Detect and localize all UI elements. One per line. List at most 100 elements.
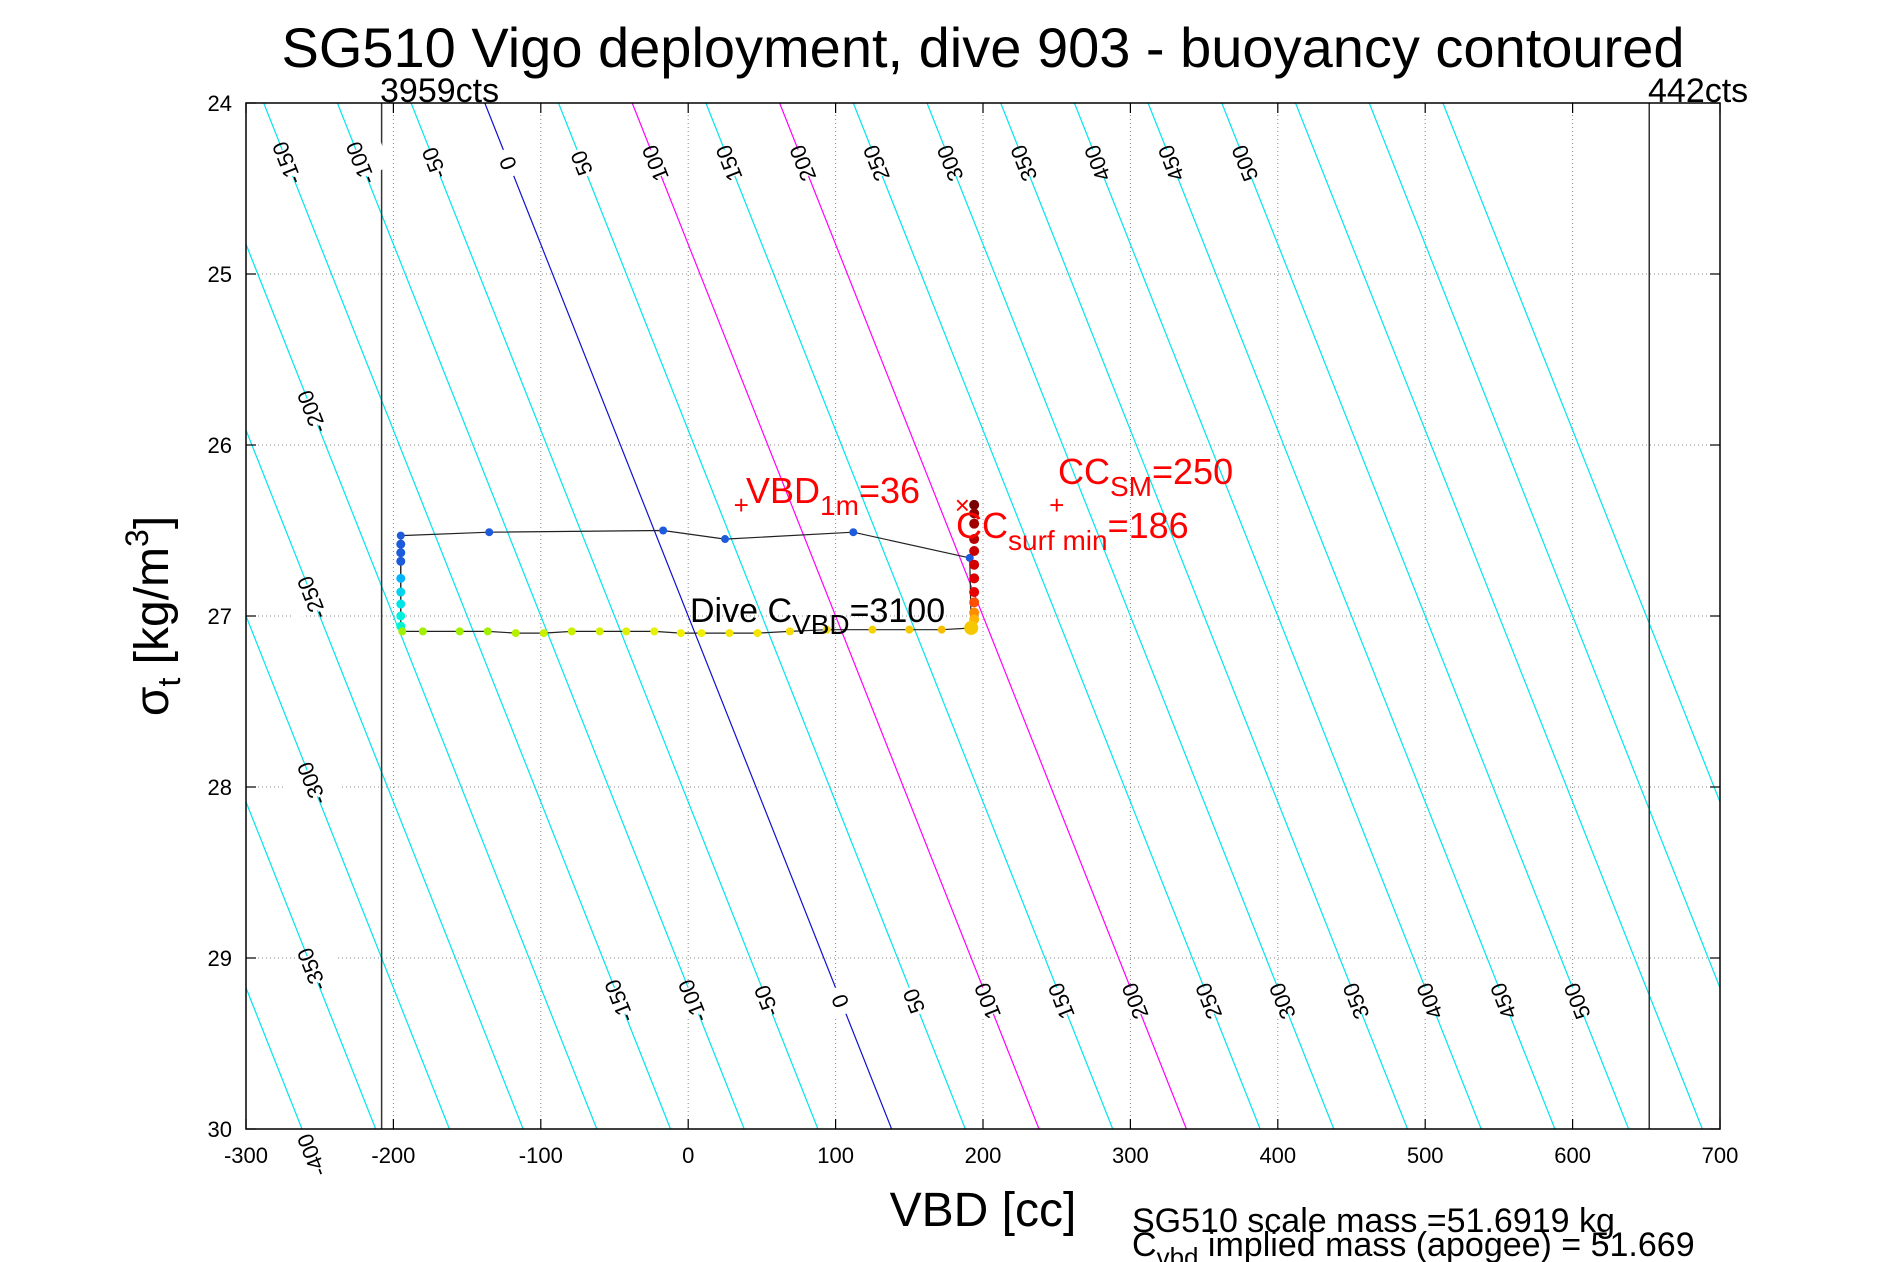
descent-point <box>849 528 858 537</box>
contour-label-bg <box>811 978 871 1024</box>
contour-label-bg <box>1179 978 1239 1024</box>
y-tick-label: 29 <box>208 946 232 971</box>
contour-line <box>1073 103 1482 1129</box>
contour-label-bg <box>1253 978 1313 1024</box>
contour-line <box>1294 103 1703 1129</box>
climb-point <box>483 627 492 636</box>
x-tick-label: -200 <box>371 1143 415 1168</box>
contour-label-bg <box>1327 978 1386 1024</box>
contour-line <box>1442 103 1720 804</box>
contour-label-bg <box>283 574 342 621</box>
contour-label-bg <box>479 140 538 186</box>
marker-symbol: + <box>1049 490 1064 520</box>
descent-point <box>485 528 494 537</box>
dive-c-vbd-annotation: Dive CVBD=3100 <box>690 592 945 640</box>
contour-label-bg <box>283 388 342 435</box>
vbd-limit-lines <box>380 103 1650 1129</box>
climb-point <box>567 627 576 636</box>
reference-markers: + × + <box>734 490 1065 520</box>
surface-point <box>969 607 980 618</box>
contour-line <box>246 242 598 1129</box>
cc-sm-annotation: CCSM=250 <box>1058 451 1233 502</box>
contour-line <box>779 103 1187 1129</box>
cc-surf-min-annotation: CCsurf min=186 <box>956 505 1189 556</box>
descent-point <box>721 535 730 544</box>
contour-label-bg <box>1068 140 1128 186</box>
vbd-1m-annotation: VBD1m=36 <box>746 470 920 521</box>
implied-mass-note: Cvbd implied mass (apogee) = 51.669 <box>1132 1226 1695 1262</box>
contour-label-bg <box>847 140 907 186</box>
x-tick-label: -100 <box>519 1143 563 1168</box>
x-tick-label: 600 <box>1554 1143 1591 1168</box>
y-tick-label: 26 <box>208 433 232 458</box>
climb-point <box>650 627 659 636</box>
climb-point <box>455 627 464 636</box>
descent-point <box>659 526 668 535</box>
x-tick-label: 500 <box>1407 1143 1444 1168</box>
contour-label-bg <box>1142 140 1202 186</box>
contour-label-bg <box>283 1132 342 1178</box>
apogee-point <box>396 587 406 597</box>
contour-label-bg <box>664 978 723 1024</box>
contour-line <box>1221 103 1630 1129</box>
apogee-point <box>396 556 406 566</box>
contour-line <box>246 428 524 1129</box>
dive-points <box>396 499 980 638</box>
contour-label-bg <box>331 140 391 186</box>
climb-point <box>937 625 946 634</box>
surface-point <box>969 587 980 598</box>
contour-line <box>852 103 1261 1129</box>
climb-point <box>539 629 548 638</box>
contour-label-bg <box>283 946 342 992</box>
climb-point <box>725 629 734 638</box>
contour-label-bg <box>626 140 686 186</box>
climb-line <box>402 627 972 634</box>
contour-label-bg <box>921 140 981 186</box>
contour-line <box>0 103 7 1129</box>
y-tick-label: 25 <box>208 262 232 287</box>
contour-label-bg <box>1032 978 1092 1024</box>
contour-label-bg <box>1216 140 1275 186</box>
contour-line <box>410 103 819 1129</box>
chart-title: SG510 Vigo deployment, dive 903 - buoyan… <box>281 16 1684 79</box>
climb-point <box>418 627 427 636</box>
x-tick-label: 700 <box>1702 1143 1739 1168</box>
climb-point <box>822 625 831 634</box>
climb-point <box>905 625 914 634</box>
climb-point <box>622 627 631 636</box>
y-tick-label: 28 <box>208 775 232 800</box>
climb-point <box>676 629 685 638</box>
x-tick-label: -300 <box>224 1143 268 1168</box>
scale-mass-note: SG510 scale mass =51.6919 kg <box>1132 1202 1615 1240</box>
surface-point <box>969 559 980 570</box>
contour-line <box>484 103 893 1129</box>
contour-label-bg <box>700 140 759 186</box>
x-axis-label: VBD [cc] <box>890 1184 1077 1237</box>
climb-point <box>511 629 520 638</box>
climb-point <box>785 627 794 636</box>
climb-point <box>595 627 604 636</box>
apogee-point <box>396 539 406 549</box>
contour-label-bg <box>885 978 944 1024</box>
climb-point <box>398 627 407 636</box>
contour-line <box>336 103 745 1129</box>
contour-label-bg <box>1548 978 1608 1024</box>
apogee-point <box>396 548 406 558</box>
y-tick-label: 30 <box>208 1117 232 1142</box>
surface-point <box>969 518 980 529</box>
climb-point <box>753 629 762 638</box>
contour-labels: -400-350-300-250-200-150 -100 -50 0 50 100 150… <box>258 138 1608 1180</box>
contour-label-bg <box>1474 978 1534 1024</box>
x-tick-label: 0 <box>682 1143 694 1168</box>
contour-label-bg <box>773 140 833 186</box>
contour-line <box>1147 103 1556 1129</box>
buoyancy-contours <box>0 103 1720 1129</box>
marker-symbol: × <box>955 490 970 520</box>
contour-line <box>926 103 1335 1129</box>
x-tick-label: 100 <box>817 1143 854 1168</box>
descent-line <box>400 529 970 559</box>
y-tick-label: 24 <box>208 91 232 116</box>
contour-label-bg <box>258 140 317 186</box>
climb-point <box>868 625 877 634</box>
